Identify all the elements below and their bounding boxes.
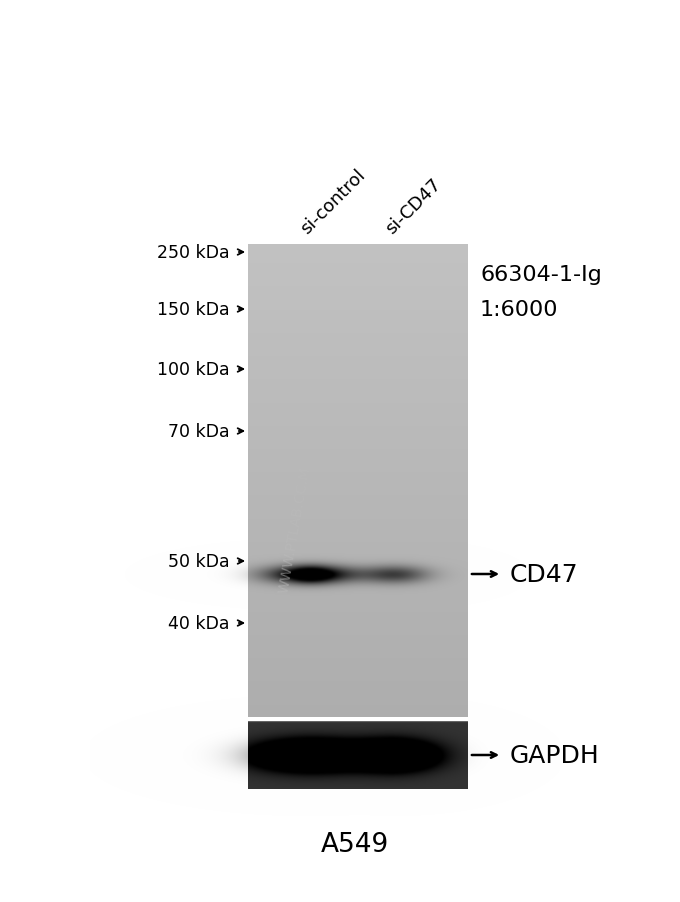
Text: 70 kDa: 70 kDa — [169, 422, 230, 440]
Text: 50 kDa: 50 kDa — [169, 552, 230, 570]
Text: 150 kDa: 150 kDa — [157, 300, 230, 318]
Text: si-CD47: si-CD47 — [382, 175, 445, 238]
Text: A549: A549 — [321, 831, 389, 857]
Text: 66304-1-Ig: 66304-1-Ig — [480, 264, 602, 285]
Text: si-control: si-control — [297, 166, 369, 238]
Text: 250 kDa: 250 kDa — [157, 244, 230, 262]
Text: 100 kDa: 100 kDa — [157, 361, 230, 379]
Text: WWW.PTLAB.CC.M: WWW.PTLAB.CC.M — [277, 465, 313, 594]
Text: CD47: CD47 — [510, 562, 579, 586]
Text: GAPDH: GAPDH — [510, 743, 600, 767]
Text: 1:6000: 1:6000 — [480, 299, 558, 319]
Text: 40 kDa: 40 kDa — [169, 614, 230, 632]
